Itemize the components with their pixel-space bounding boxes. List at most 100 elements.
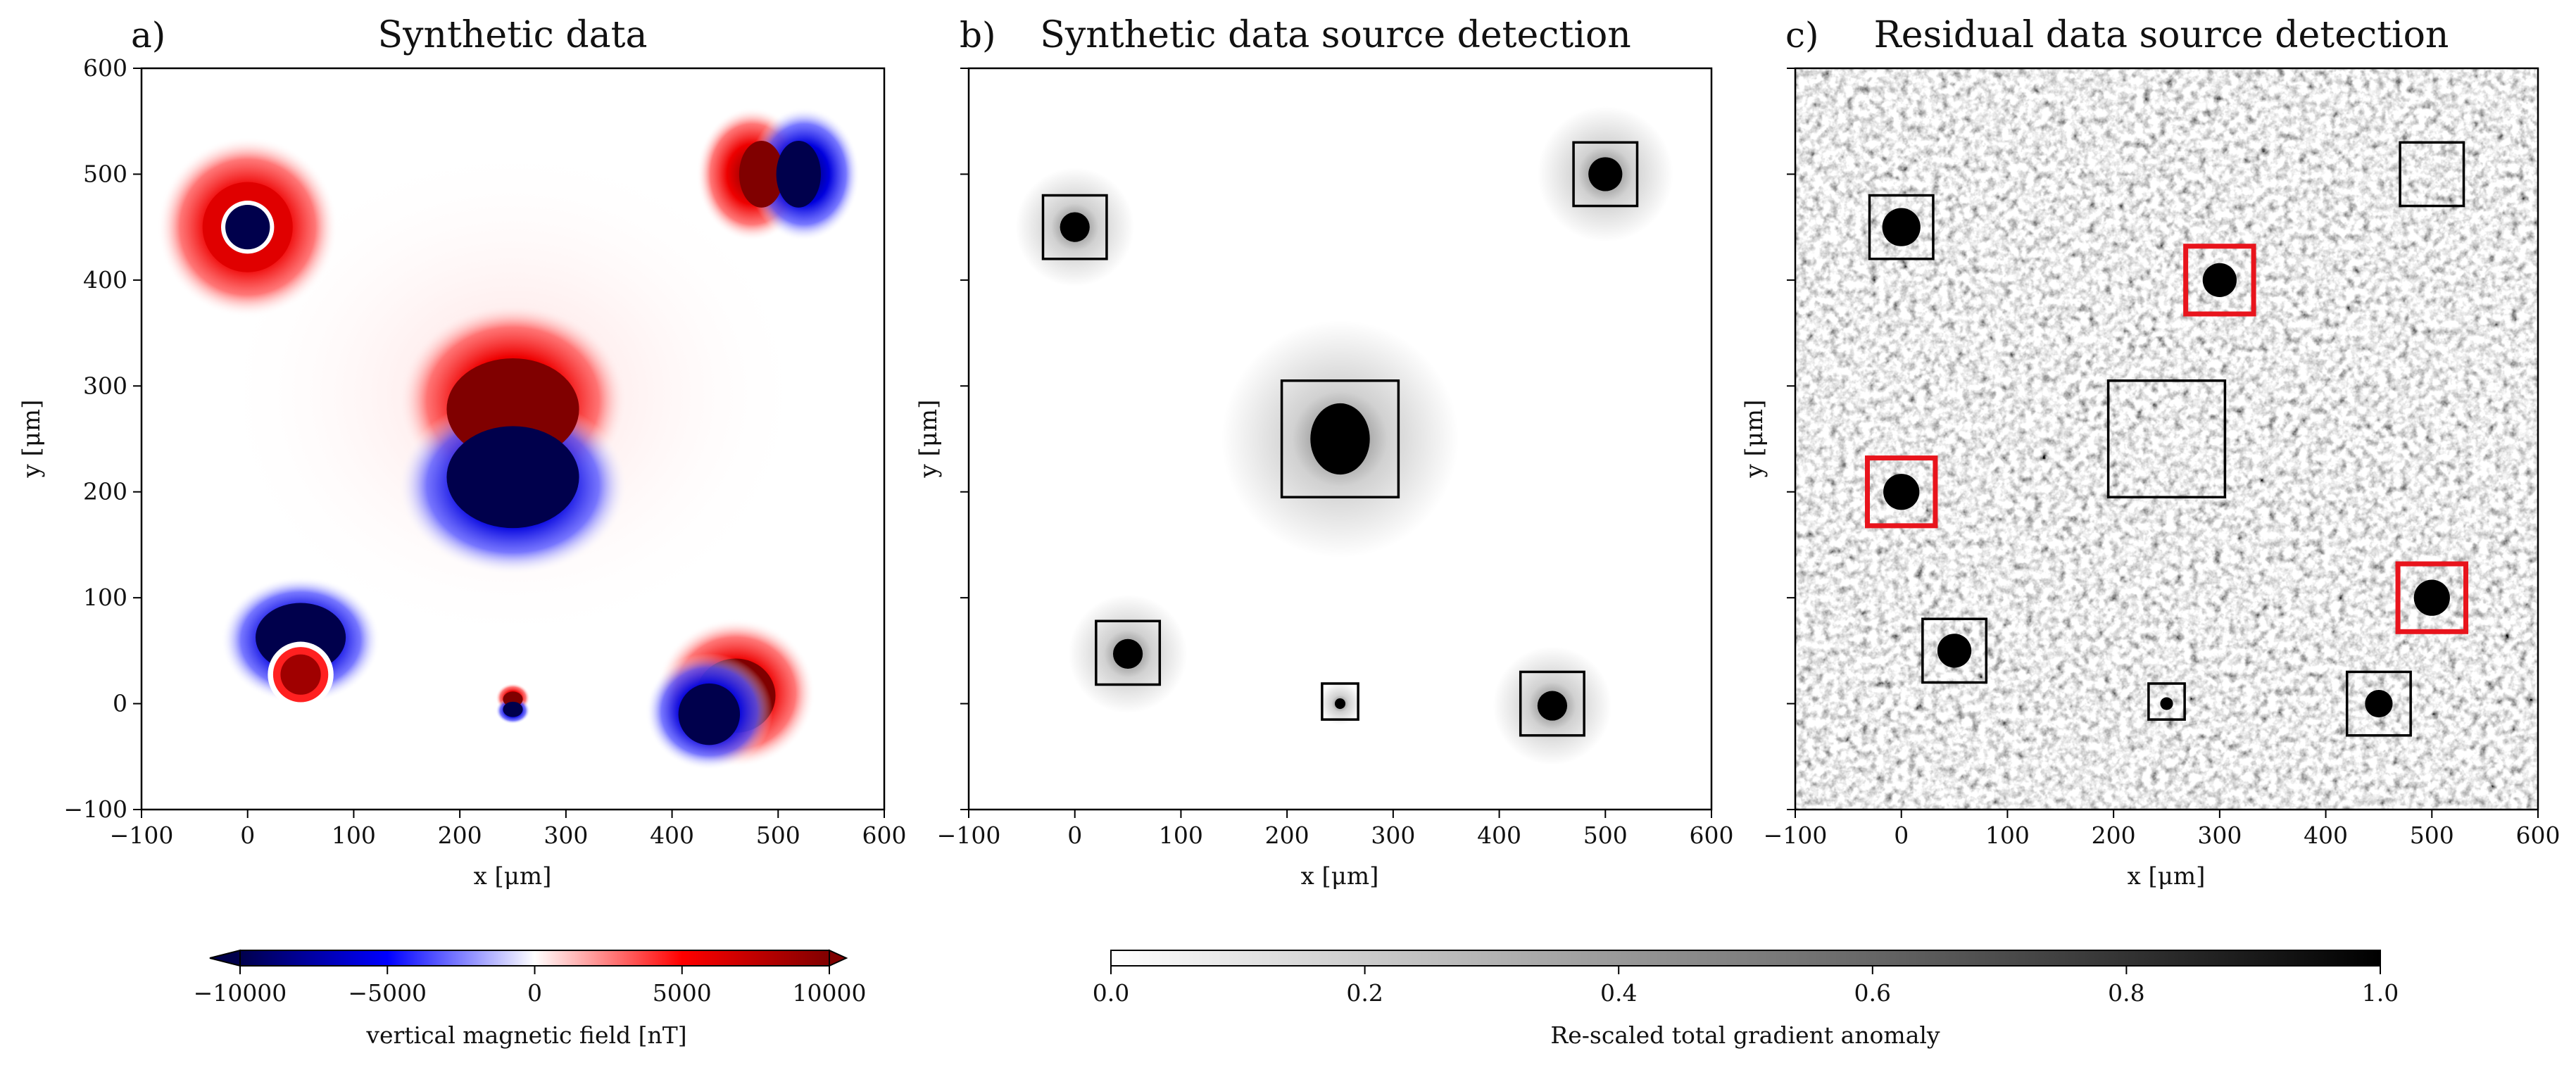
- y-tick-label: 200: [83, 478, 127, 505]
- magnetic-source: [496, 683, 530, 724]
- x-tick-label: 300: [1371, 822, 1415, 849]
- detection-blob: [1319, 682, 1362, 725]
- panel-a-heatmap: [142, 68, 884, 810]
- detection-blob: [1537, 106, 1673, 242]
- colorbar-magnetic-gradient: [239, 950, 830, 967]
- detection-blob: [2160, 697, 2173, 710]
- x-tick-label: 400: [2304, 822, 2348, 849]
- x-tick-label: −100: [937, 822, 1001, 849]
- panel-c-title: Residual data source detection: [1874, 14, 2449, 56]
- x-tick-label: 600: [2516, 822, 2561, 849]
- panel-a-x-label: x [μm]: [474, 862, 552, 890]
- x-tick-label: 0: [1894, 822, 1909, 849]
- y-tick-label: 100: [83, 584, 127, 611]
- y-tick-label: 0: [113, 690, 127, 717]
- panel-c-label: c): [1785, 15, 1819, 56]
- magnetic-source: [221, 576, 381, 707]
- panel-b-y-axis: [960, 68, 969, 810]
- panel-a-label: a): [131, 15, 165, 56]
- colorbar-tick-label: 1.0: [2362, 979, 2399, 1007]
- panel-a-x-axis: −100 0 100 200 300 400 500 600: [110, 810, 907, 849]
- detection-box: [1321, 682, 1359, 721]
- panel-b-label: b): [960, 15, 996, 56]
- colorbar-magnetic-field: −10000 −5000 0 5000 10000 vertical magnetic …: [194, 949, 867, 1049]
- y-tick-label: 300: [83, 372, 127, 399]
- x-tick-label: −100: [110, 822, 174, 849]
- detection-blob: [2413, 579, 2450, 616]
- y-tick-label: 600: [83, 54, 127, 82]
- magnetic-source: [645, 619, 816, 770]
- panel-b-title: Synthetic data source detection: [1040, 14, 1631, 56]
- x-tick-label: 300: [2197, 822, 2242, 849]
- detection-blob: [1883, 474, 1920, 510]
- new-detection-box: [1864, 455, 1938, 529]
- detection-box: [1572, 141, 1639, 208]
- detection-blob: [1882, 208, 1921, 246]
- panel-a-y-label: y [μm]: [18, 400, 46, 479]
- detection-blob: [1493, 646, 1612, 765]
- detection-blob: [1221, 320, 1459, 558]
- x-tick-label: 0: [240, 822, 255, 849]
- colorbar-tick-label: −5000: [348, 979, 427, 1007]
- panel-c-x-axis: −100 0 100 200 300 400 500 600: [1764, 810, 2561, 849]
- detection-box: [2147, 682, 2186, 721]
- detection-blob: [1937, 634, 1972, 668]
- magnetic-source: [157, 137, 338, 317]
- panel-c: c) Residual data source detection −100 0 1…: [1740, 14, 2561, 890]
- detection-box: [1041, 194, 1108, 260]
- colorbar-tick-label: 10000: [793, 979, 867, 1007]
- colorbar-gradient-anomaly: 0.0 0.2 0.4 0.6 0.8 1.0 Re-scaled total gradi…: [1093, 950, 2399, 1049]
- colorbar-gradient-bar: [1110, 950, 2381, 967]
- x-tick-label: 200: [438, 822, 482, 849]
- x-tick-label: 100: [1985, 822, 2030, 849]
- colorbar-tick-label: 0.6: [1854, 979, 1891, 1007]
- x-tick-label: 500: [756, 822, 800, 849]
- panel-b: b) Synthetic data source detection −100 0…: [915, 14, 1734, 890]
- y-tick-label: 400: [83, 266, 127, 294]
- panel-c-x-label: x [μm]: [2128, 862, 2206, 890]
- colorbar-tick-label: −10000: [194, 979, 287, 1007]
- x-tick-label: −100: [1764, 822, 1828, 849]
- x-tick-label: 100: [1159, 822, 1203, 849]
- panel-b-y-label: y [μm]: [915, 400, 943, 479]
- colorbar-magnetic-extend-high: [829, 949, 848, 967]
- detection-box: [2399, 141, 2465, 208]
- x-tick-label: 600: [1690, 822, 1734, 849]
- magnetic-source: [398, 303, 628, 575]
- x-tick-label: 300: [544, 822, 588, 849]
- panel-c-y-axis: [1787, 68, 1795, 810]
- panel-b-x-axis: −100 0 100 200 300 400 500 600: [937, 810, 1734, 849]
- x-tick-label: 200: [1265, 822, 1309, 849]
- panel-c-y-label: y [μm]: [1740, 400, 1768, 479]
- magnetic-source: [696, 107, 860, 241]
- detection-box: [1868, 194, 1935, 260]
- panel-a: a) Synthetic data −100 0 100 200 300 400 500 60…: [18, 14, 907, 890]
- detection-blob: [2365, 689, 2393, 718]
- detection-blob: [2202, 263, 2237, 297]
- detection-box: [1921, 617, 1988, 684]
- x-tick-label: 400: [650, 822, 694, 849]
- new-detection-box: [2395, 561, 2469, 634]
- detection-box: [2345, 670, 2412, 737]
- colorbar-gradient-label: Re-scaled total gradient anomaly: [1550, 1021, 1940, 1049]
- colorbar-magnetic-extend-low: [209, 949, 241, 967]
- panel-b-x-label: x [μm]: [1301, 862, 1379, 890]
- x-tick-label: 600: [862, 822, 907, 849]
- new-detection-box: [2183, 244, 2256, 317]
- colorbar-tick-label: 0.0: [1093, 979, 1129, 1007]
- colorbar-magnetic-label: vertical magnetic field [nT]: [365, 1021, 686, 1049]
- y-tick-label: 500: [83, 160, 127, 187]
- colorbar-tick-label: 0.2: [1346, 979, 1383, 1007]
- colorbar-tick-label: 0.4: [1600, 979, 1637, 1007]
- panel-b-heatmap: [969, 68, 1711, 810]
- x-tick-label: 0: [1067, 822, 1082, 849]
- x-tick-label: 200: [2092, 822, 2136, 849]
- detection-blob: [1015, 168, 1135, 287]
- detection-box: [2106, 379, 2227, 498]
- panel-c-heatmap: [1795, 68, 2538, 810]
- detection-box: [1095, 619, 1162, 686]
- x-tick-label: 500: [1583, 822, 1628, 849]
- panel-a-title: Synthetic data: [377, 14, 647, 56]
- colorbar-tick-label: 5000: [653, 979, 712, 1007]
